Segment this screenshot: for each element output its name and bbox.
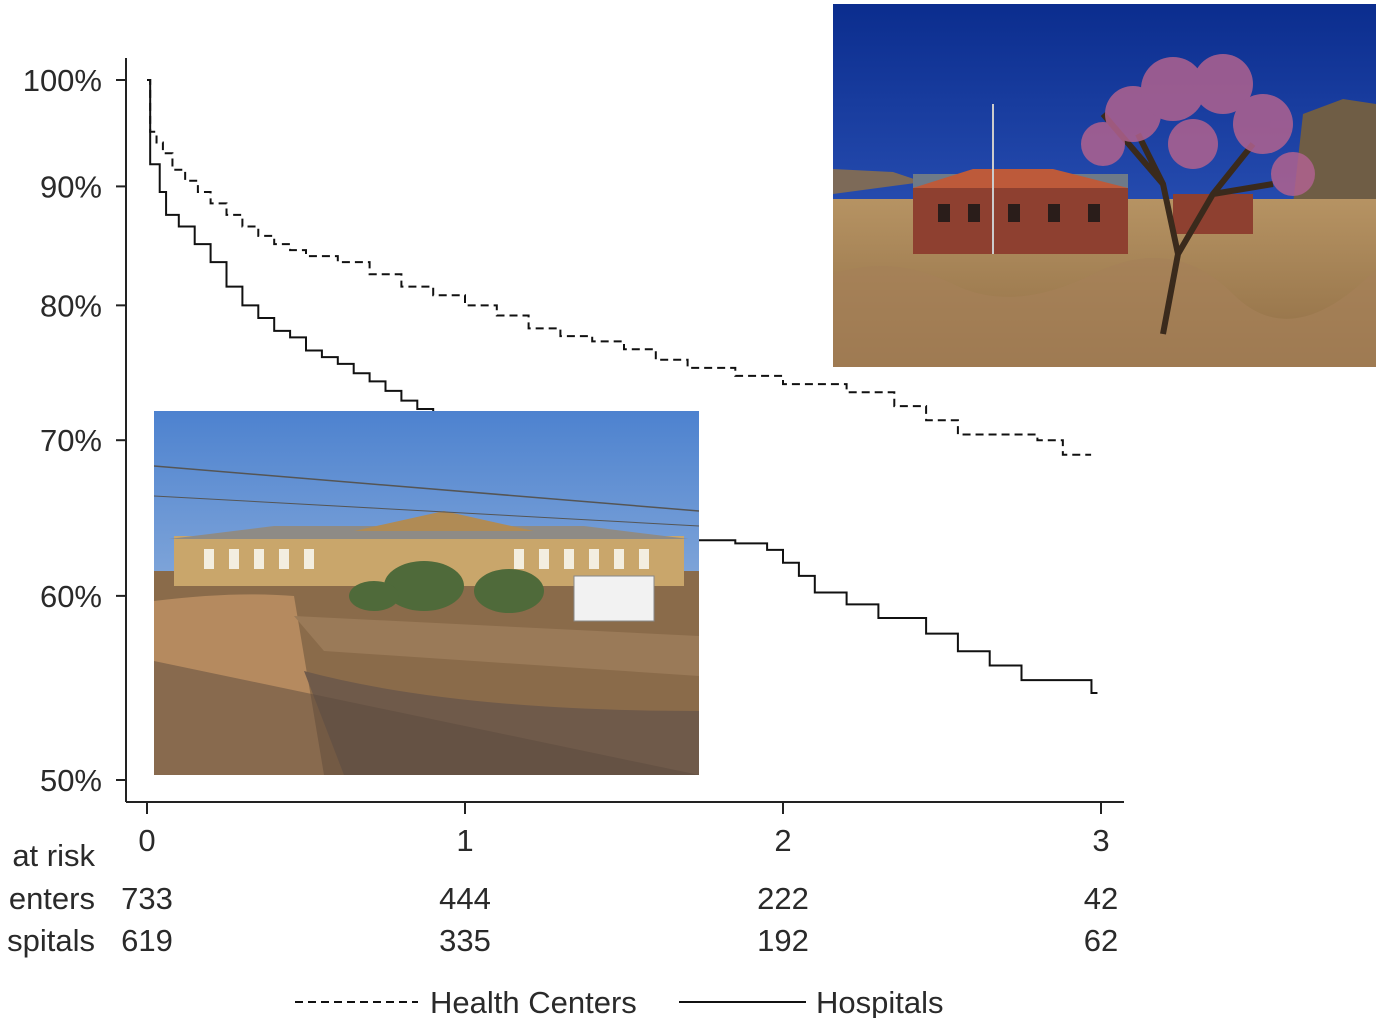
y-ticks: 100% 90% 80% 70% 60% 50% — [23, 63, 126, 798]
series-line-health-centers — [147, 79, 1092, 456]
risk-row-label: spitals — [7, 923, 95, 958]
series-layer — [147, 79, 1098, 694]
x-tick-label: 2 — [774, 823, 791, 858]
y-tick-label: 100% — [23, 63, 102, 98]
risk-table: at risk enters 733 444 222 42 spitals 619 335 19… — [7, 838, 1118, 958]
risk-value: 335 — [439, 923, 491, 958]
axes — [125, 58, 1124, 803]
risk-value: 192 — [757, 923, 809, 958]
risk-value: 42 — [1084, 881, 1118, 916]
y-tick-label: 60% — [40, 579, 102, 614]
risk-value: 733 — [121, 881, 173, 916]
y-tick-label: 80% — [40, 288, 102, 323]
x-tick-label: 3 — [1092, 823, 1109, 858]
legend-label-hospitals: Hospitals — [816, 985, 944, 1018]
y-tick-label: 70% — [40, 423, 102, 458]
risk-row-label: enters — [9, 881, 95, 916]
legend-label-health-centers: Health Centers — [430, 985, 637, 1018]
y-tick-label: 90% — [40, 169, 102, 204]
risk-value: 444 — [439, 881, 491, 916]
risk-value: 222 — [757, 881, 809, 916]
x-tick-label: 0 — [138, 823, 155, 858]
x-ticks: 0 1 2 3 — [138, 802, 1110, 858]
x-tick-label: 1 — [456, 823, 473, 858]
legend: Health Centers Hospitals — [295, 985, 944, 1018]
health-center-photo — [833, 4, 1376, 367]
series-line-hospitals — [147, 79, 1098, 694]
hospital-photo — [154, 411, 699, 775]
y-tick-label: 50% — [40, 763, 102, 798]
risk-value: 62 — [1084, 923, 1118, 958]
risk-table-header: at risk — [12, 838, 95, 873]
risk-value: 619 — [121, 923, 173, 958]
